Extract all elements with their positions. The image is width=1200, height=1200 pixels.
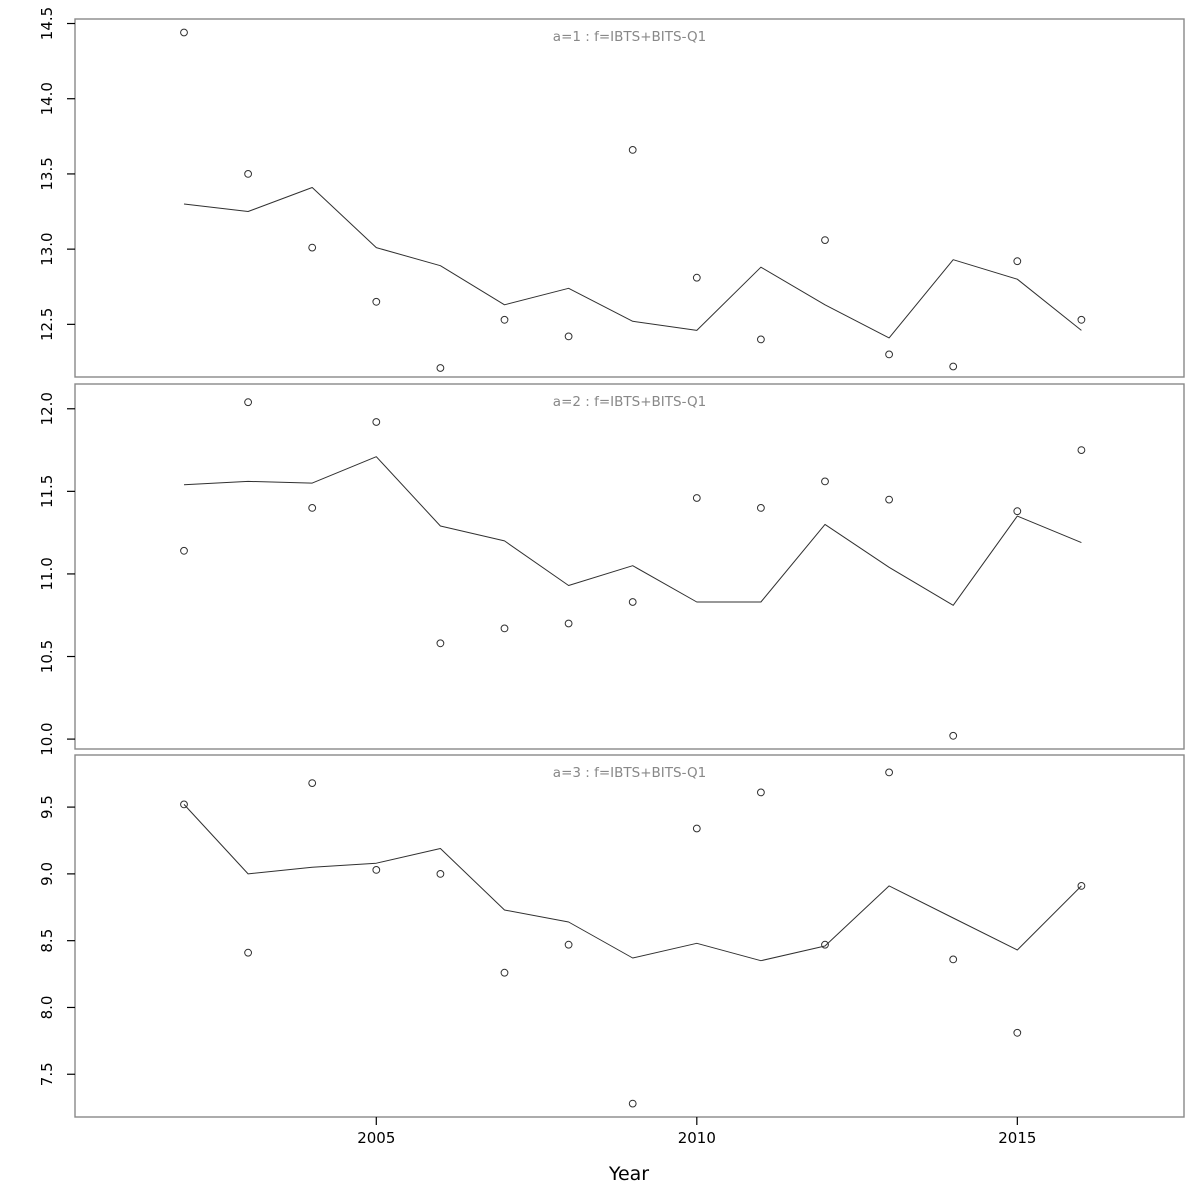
data-point bbox=[500, 315, 509, 324]
fitted-line bbox=[183, 456, 1082, 606]
data-point bbox=[564, 940, 573, 949]
panel-3: a=3 : f=IBTS+BITS-Q1 7.5 8.0 8.5 9.0 9.5 2005 2… bbox=[38, 754, 1185, 1147]
data-point bbox=[436, 639, 445, 648]
y-tick-label: 14.0 bbox=[38, 82, 56, 115]
data-point bbox=[1013, 507, 1022, 516]
data-point bbox=[692, 824, 701, 833]
data-point bbox=[885, 350, 893, 359]
data-point bbox=[1077, 882, 1086, 890]
data-point bbox=[1013, 257, 1022, 266]
panel-border bbox=[74, 754, 1185, 1118]
x-tick-label: 2005 bbox=[357, 1129, 395, 1147]
fitted-line bbox=[183, 187, 1082, 339]
data-point bbox=[885, 768, 893, 777]
y-tick-label: 8.5 bbox=[38, 929, 56, 953]
data-point bbox=[180, 800, 188, 809]
y-tick-label: 8.0 bbox=[38, 996, 56, 1020]
data-point bbox=[628, 598, 637, 606]
data-point bbox=[757, 788, 765, 797]
data-point bbox=[1077, 446, 1086, 455]
data-point bbox=[821, 477, 829, 486]
data-point bbox=[180, 28, 188, 37]
y-tick-label: 14.5 bbox=[38, 7, 56, 40]
data-point bbox=[564, 332, 573, 341]
data-point bbox=[821, 236, 829, 245]
data-point bbox=[564, 619, 573, 628]
y-tick-label: 12.5 bbox=[38, 308, 56, 341]
data-point bbox=[692, 273, 701, 282]
y-tick-label: 11.0 bbox=[38, 557, 56, 590]
data-point bbox=[308, 243, 317, 252]
data-point bbox=[500, 624, 509, 633]
x-tick-label: 2015 bbox=[998, 1129, 1036, 1147]
data-point bbox=[949, 362, 958, 371]
data-point bbox=[244, 170, 253, 178]
y-tick-label: 13.0 bbox=[38, 232, 56, 265]
data-point bbox=[372, 866, 381, 874]
panel-title: a=1 : f=IBTS+BITS-Q1 bbox=[553, 29, 706, 45]
fitted-line bbox=[183, 804, 1082, 962]
data-point bbox=[372, 418, 381, 426]
panel-title: a=3 : f=IBTS+BITS-Q1 bbox=[553, 765, 706, 781]
x-axis-label: Year bbox=[608, 1163, 649, 1185]
data-point bbox=[436, 870, 445, 878]
y-tick-label: 11.5 bbox=[38, 475, 56, 508]
data-point bbox=[500, 968, 509, 977]
data-point bbox=[1077, 315, 1086, 324]
data-point bbox=[757, 504, 765, 512]
data-point bbox=[436, 364, 445, 372]
data-point bbox=[308, 779, 317, 787]
data-point bbox=[244, 948, 253, 957]
data-point bbox=[628, 146, 637, 154]
y-tick-label: 9.5 bbox=[38, 795, 56, 819]
data-point bbox=[308, 504, 317, 512]
panels: a=1 : f=IBTS+BITS-Q1 12.5 13.0 13.5 14.0 14.5… bbox=[38, 7, 1185, 1147]
y-tick-label: 13.5 bbox=[38, 157, 56, 190]
y-tick-label: 7.5 bbox=[38, 1062, 56, 1086]
data-point bbox=[244, 398, 253, 407]
data-point bbox=[692, 494, 701, 502]
y-tick-label: 12.0 bbox=[38, 392, 56, 425]
y-tick-label: 9.0 bbox=[38, 862, 56, 886]
panel-1: a=1 : f=IBTS+BITS-Q1 12.5 13.0 13.5 14.0 14.5 bbox=[38, 7, 1185, 378]
panel-border bbox=[74, 383, 1185, 750]
data-point bbox=[180, 546, 188, 555]
data-point bbox=[949, 731, 958, 740]
data-point bbox=[372, 297, 381, 306]
data-point bbox=[885, 495, 893, 504]
data-point bbox=[628, 1099, 637, 1108]
x-tick-label: 2010 bbox=[678, 1129, 716, 1147]
data-point bbox=[1013, 1028, 1022, 1037]
y-tick-label: 10.5 bbox=[38, 640, 56, 673]
data-point bbox=[821, 940, 829, 949]
panel-2: a=2 : f=IBTS+BITS-Q1 10.0 10.5 11.0 11.5 12.0 bbox=[38, 383, 1185, 756]
data-point bbox=[757, 335, 765, 344]
panel-title: a=2 : f=IBTS+BITS-Q1 bbox=[553, 394, 706, 410]
data-point bbox=[949, 955, 958, 964]
y-tick-label: 10.0 bbox=[38, 722, 56, 755]
panel-border bbox=[74, 18, 1185, 378]
